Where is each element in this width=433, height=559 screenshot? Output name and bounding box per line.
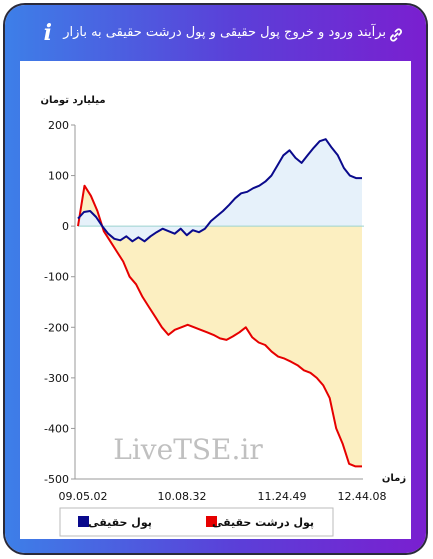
- y-tick-label: 100: [48, 170, 69, 183]
- legend-label-big-real-money: پول درشت حقیقی: [212, 516, 314, 529]
- y-tick-label: -400: [44, 422, 69, 435]
- x-axis-label: زمان: [382, 473, 406, 484]
- y-tick-label: -500: [44, 473, 69, 486]
- card-header: برآیند ورود و خروج پول حقیقی و پول درشت …: [5, 5, 426, 61]
- line-layer: [77, 138, 362, 468]
- legend-swatch-big-real-money: [206, 516, 217, 527]
- chart-panel: 200 100 0 -100 -200 -300 -400 -500 09.05.02 10.0…: [20, 61, 411, 539]
- y-tick-label: 0: [62, 220, 69, 233]
- chart-svg: 200 100 0 -100 -200 -300 -400 -500 09.05.02 10.0…: [40, 95, 406, 537]
- series-area-1: [78, 185, 362, 467]
- chart-title: برآیند ورود و خروج پول حقیقی و پول درشت …: [63, 25, 386, 40]
- x-tick-label: 12.44.08: [338, 490, 387, 503]
- series-area-0: [78, 139, 362, 242]
- x-tick-label: 09.05.02: [59, 490, 108, 503]
- y-tick-label: -100: [44, 271, 69, 284]
- x-tick-label: 11.24.49: [258, 490, 307, 503]
- legend-box: [59, 507, 334, 537]
- x-tick-label: 10.08.32: [158, 490, 207, 503]
- chart-card: برآیند ورود و خروج پول حقیقی و پول درشت …: [5, 5, 426, 553]
- series-line-1: [77, 184, 362, 468]
- area-layer: [78, 139, 364, 467]
- link-icon[interactable]: [388, 27, 404, 43]
- y-tick-label: -200: [44, 321, 69, 334]
- legend-swatch-real-money: [78, 516, 89, 527]
- series-line-0: [77, 138, 362, 243]
- info-icon[interactable]: i: [43, 20, 52, 46]
- watermark: LiveTSE.ir: [113, 433, 263, 466]
- y-ticks: 200 100 0 -100 -200 -300 -400 -500: [44, 119, 75, 486]
- legend: پول حقیقی پول درشت حقیقی: [59, 507, 334, 537]
- y-tick-label: 200: [48, 119, 69, 132]
- y-axis-label: میلیارد تومان: [40, 95, 105, 106]
- x-ticks: 09.05.02 10.08.32 11.24.49 12.44.08: [59, 490, 387, 503]
- legend-label-real-money: پول حقیقی: [88, 516, 152, 529]
- y-tick-label: -300: [44, 372, 69, 385]
